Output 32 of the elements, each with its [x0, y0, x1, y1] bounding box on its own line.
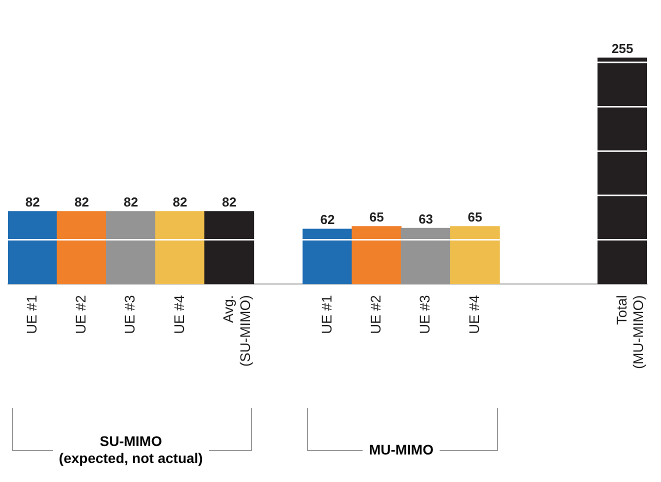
x-tick-label: UE #2 [72, 294, 89, 334]
data-label: 82 [25, 194, 40, 210]
data-label: 82 [124, 194, 138, 210]
text: MU-MIMO [362, 442, 440, 458]
bar [155, 211, 205, 284]
data-label: 63 [418, 211, 434, 226]
bar [302, 228, 352, 284]
bar [106, 211, 156, 284]
x-tick-label: UE #2 [368, 294, 384, 334]
data-label: 82 [172, 194, 188, 210]
bar [56, 211, 107, 284]
x-tick-label: UE #4 [170, 294, 187, 334]
data-label: 82 [74, 194, 89, 210]
bar [8, 211, 58, 284]
text: SU-MIMO (expected, not actual) [52, 433, 209, 467]
data-label: 82 [222, 194, 236, 210]
bar [204, 211, 254, 284]
x-tick-label: UE #4 [466, 294, 482, 334]
bar [598, 58, 647, 284]
bar [450, 226, 500, 284]
x-tick-label: Total (MU-MIMO) [613, 295, 646, 370]
data-label: 62 [320, 212, 335, 228]
bar [400, 228, 451, 284]
x-tick-label: UE #3 [122, 294, 138, 334]
data-label: 255 [612, 41, 634, 56]
x-tick-label: Avg. (SU-MIMO) [220, 295, 253, 367]
bar [352, 226, 402, 284]
data-label: 65 [369, 210, 384, 225]
x-tick-label: UE #3 [416, 294, 433, 334]
x-tick-label: UE #1 [23, 294, 40, 334]
data-label: 65 [468, 210, 482, 225]
x-tick-label: UE #1 [318, 294, 334, 334]
